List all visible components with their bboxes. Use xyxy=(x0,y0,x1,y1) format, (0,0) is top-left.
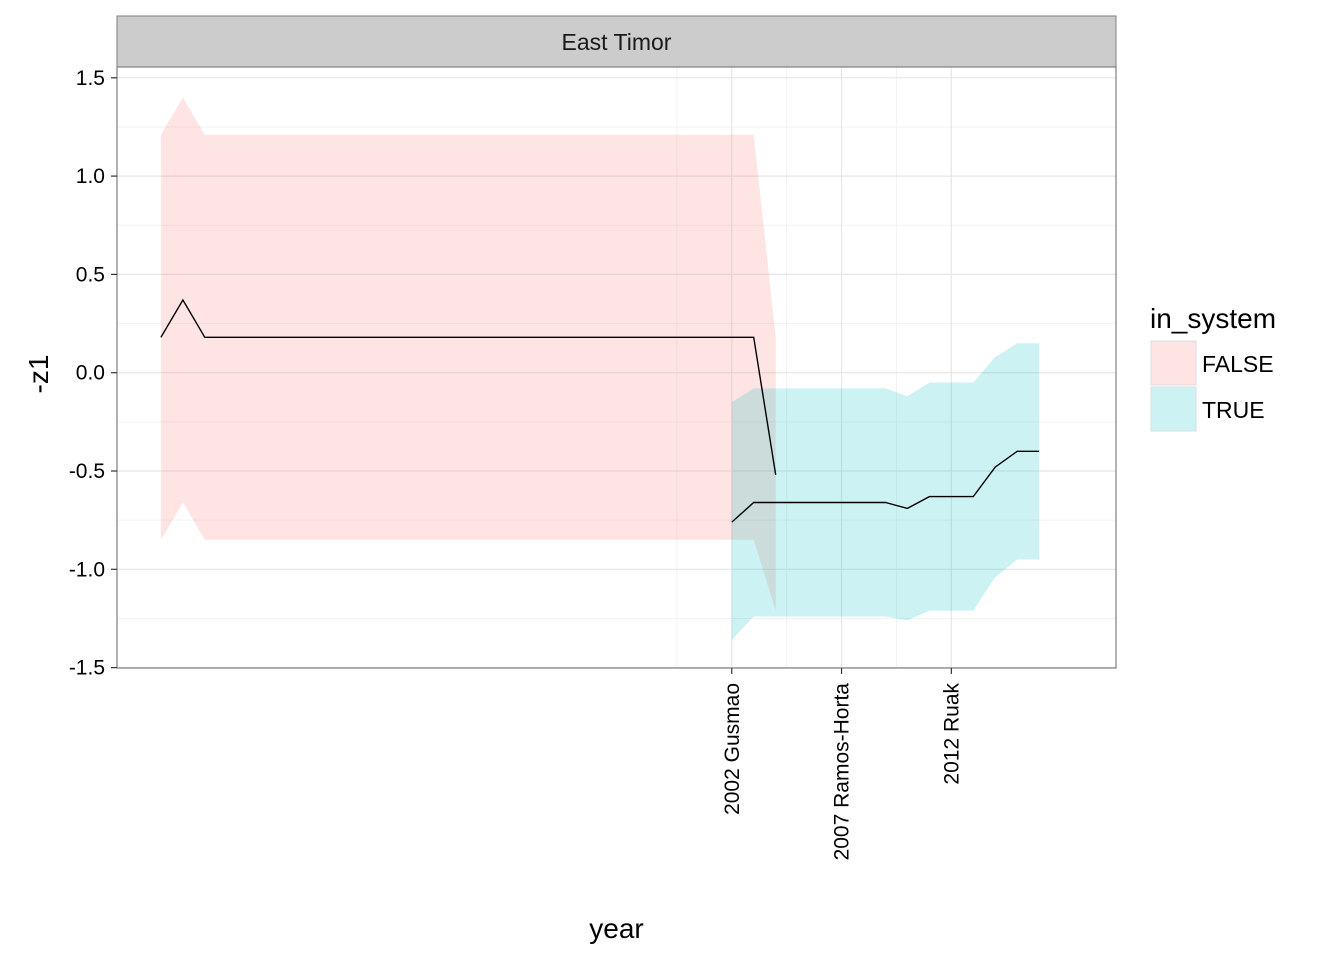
y-tick-label: -1.0 xyxy=(69,558,105,581)
legend-label-true: TRUE xyxy=(1202,397,1265,423)
y-tick-label: 0.5 xyxy=(76,263,105,286)
series-lines xyxy=(160,298,1040,523)
line-true xyxy=(731,450,1040,523)
ribbon-true xyxy=(731,343,1040,641)
strip-background xyxy=(116,15,1117,68)
y-tick-label: 1.5 xyxy=(76,67,105,90)
ribbons xyxy=(160,97,1040,641)
y-axis: 1.5 1.0 0.5 0.0 -0.5 -1.0 -1.5 xyxy=(69,67,117,680)
plot-border xyxy=(116,66,1117,669)
x-tick-label: 2007 Ramos-Horta xyxy=(831,683,854,861)
x-axis: 2002 Gusmao 2007 Ramos-Horta 2012 Ruak xyxy=(721,668,963,861)
y-tick-label: -0.5 xyxy=(69,460,105,483)
y-tick-label: 0.0 xyxy=(76,362,105,385)
ribbon-false xyxy=(160,97,776,611)
legend-label-false: FALSE xyxy=(1202,351,1274,377)
legend: in_system FALSE TRUE xyxy=(1150,303,1276,432)
legend-key-true xyxy=(1150,386,1197,432)
line-false xyxy=(160,298,777,476)
panel-title: East Timor xyxy=(562,29,672,55)
x-tick-label: 2002 Gusmao xyxy=(721,683,744,815)
x-tick-label: 2012 Ruak xyxy=(940,683,963,785)
legend-key-false xyxy=(1150,340,1197,386)
y-tick-label: 1.0 xyxy=(76,165,105,188)
y-tick-label: -1.5 xyxy=(69,657,105,680)
plot-background xyxy=(117,67,1116,668)
y-axis-title: -z1 xyxy=(23,355,54,394)
legend-title: in_system xyxy=(1150,303,1276,334)
x-axis-title: year xyxy=(589,913,643,944)
